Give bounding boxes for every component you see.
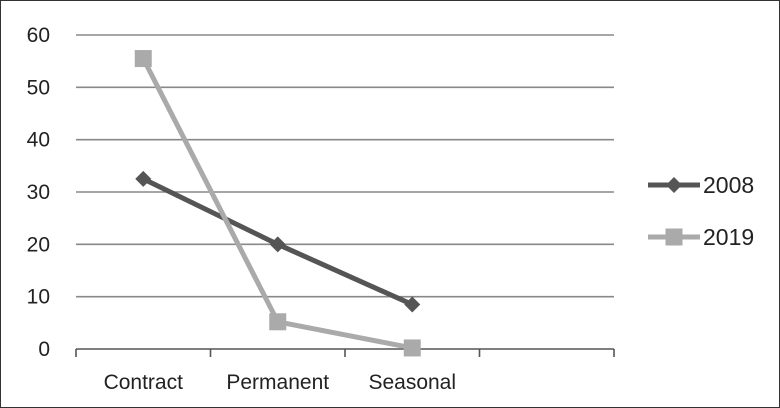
data-point-2019 — [269, 313, 287, 331]
gridlines — [76, 34, 614, 298]
y-tick-label: 10 — [27, 286, 50, 309]
series-lines — [134, 50, 421, 357]
legend-label-2019: 2019 — [703, 224, 754, 250]
data-point-2008 — [269, 236, 286, 253]
legend-label-2008: 2008 — [703, 172, 754, 198]
x-tick-label: Permanent — [226, 371, 329, 394]
data-point-2008 — [135, 170, 152, 187]
data-point-2008 — [404, 296, 421, 313]
x-tick-label: Contract — [104, 371, 184, 394]
legend-marker-2019 — [665, 228, 683, 246]
legend: 2008 2019 — [648, 172, 754, 250]
x-tick-labels: Contract Permanent Seasonal — [104, 371, 456, 394]
legend-marker-2008 — [666, 177, 682, 193]
data-point-2019 — [403, 339, 421, 357]
series-line-2019 — [141, 57, 413, 351]
y-tick-label: 50 — [27, 76, 50, 99]
data-point-2019 — [134, 50, 152, 68]
axes — [75, 348, 615, 357]
y-tick-label: 30 — [27, 181, 50, 204]
y-tick-label: 0 — [38, 338, 50, 361]
x-tick-label: Seasonal — [368, 371, 456, 394]
y-tick-label: 20 — [27, 233, 50, 256]
y-tick-label: 40 — [27, 129, 50, 152]
y-tick-labels: 0 10 20 30 40 50 60 — [27, 24, 50, 361]
y-tick-label: 60 — [27, 24, 50, 47]
